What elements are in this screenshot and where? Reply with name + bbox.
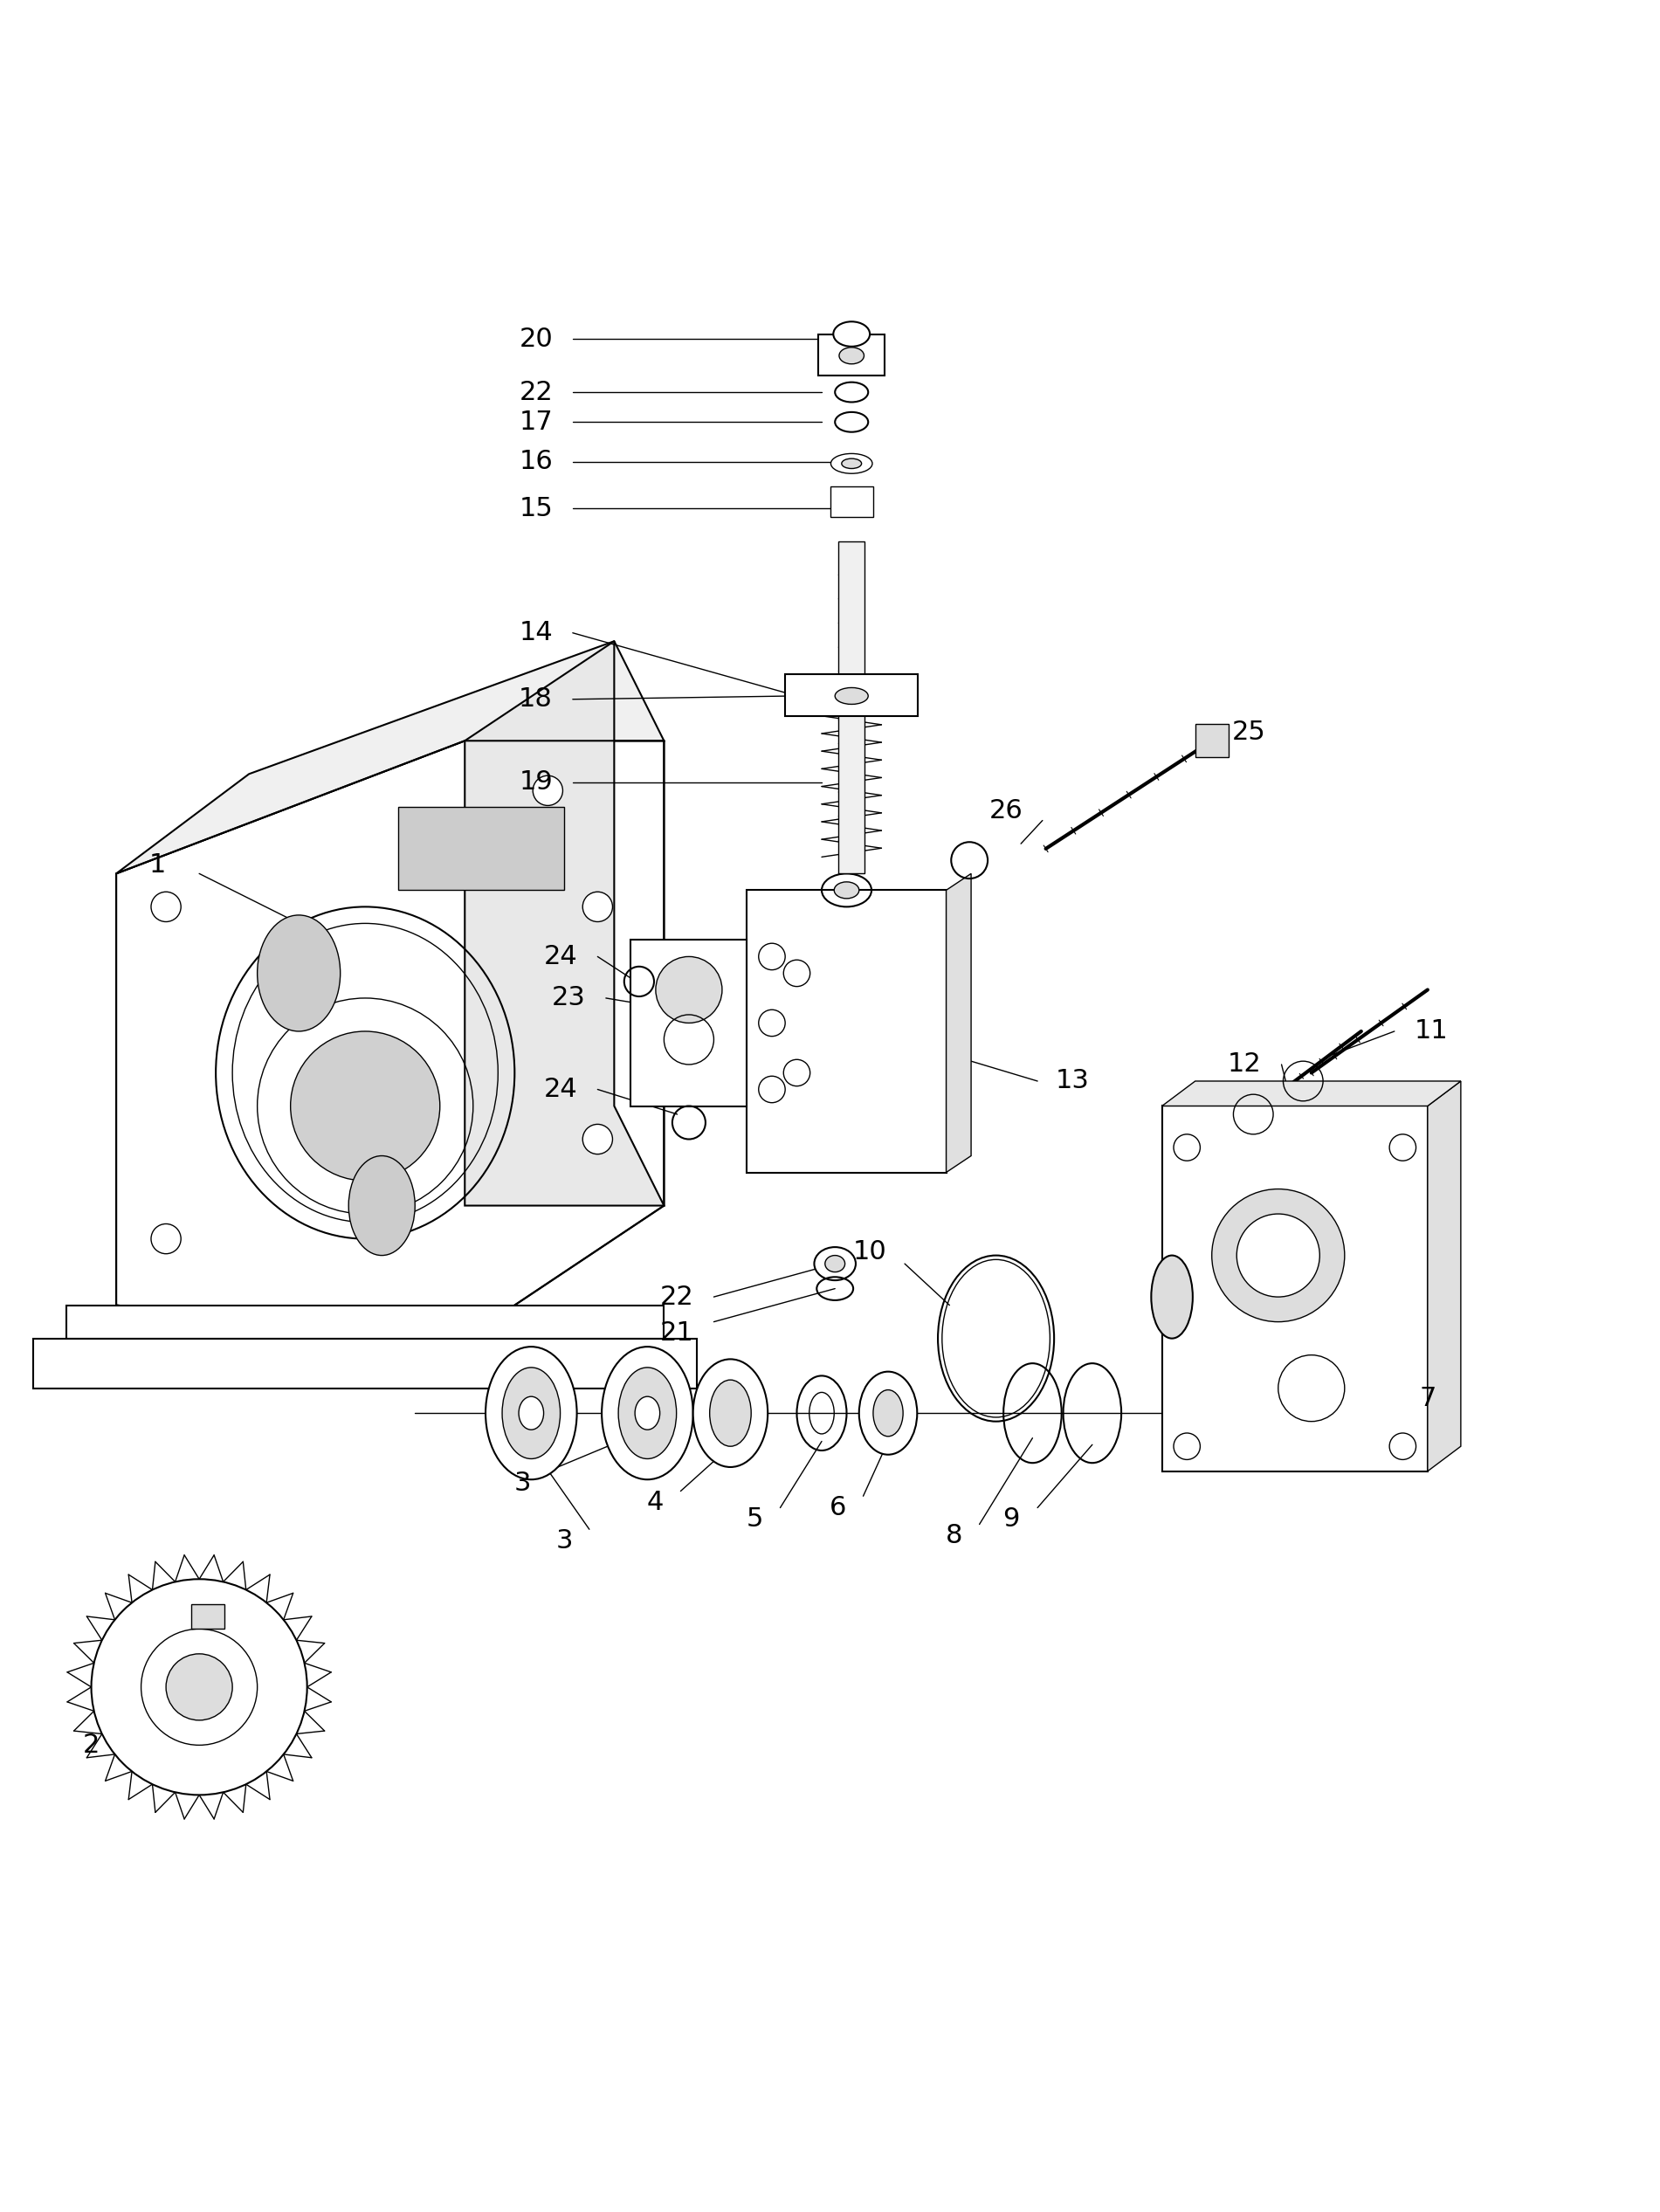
Circle shape bbox=[166, 1655, 232, 1721]
Circle shape bbox=[91, 1579, 307, 1794]
Text: 25: 25 bbox=[1232, 719, 1265, 745]
Text: 11: 11 bbox=[1414, 1020, 1448, 1044]
Ellipse shape bbox=[833, 883, 860, 898]
Polygon shape bbox=[66, 1305, 664, 1338]
Ellipse shape bbox=[710, 1380, 752, 1447]
Ellipse shape bbox=[601, 1347, 694, 1480]
Bar bbox=[830, 487, 873, 518]
Ellipse shape bbox=[825, 1256, 845, 1272]
Polygon shape bbox=[116, 641, 664, 874]
Ellipse shape bbox=[501, 1367, 561, 1458]
Polygon shape bbox=[946, 874, 971, 1172]
Text: 6: 6 bbox=[830, 1495, 847, 1520]
Text: 18: 18 bbox=[520, 686, 553, 712]
Text: 26: 26 bbox=[989, 799, 1023, 823]
Circle shape bbox=[1237, 1214, 1320, 1296]
Ellipse shape bbox=[1152, 1256, 1192, 1338]
Ellipse shape bbox=[618, 1367, 677, 1458]
Text: 15: 15 bbox=[520, 495, 553, 522]
Bar bbox=[1195, 723, 1228, 757]
Ellipse shape bbox=[518, 1396, 544, 1429]
Text: 23: 23 bbox=[553, 984, 586, 1011]
Ellipse shape bbox=[833, 321, 870, 347]
Text: 17: 17 bbox=[520, 409, 553, 436]
Bar bbox=[1162, 1106, 1428, 1471]
Bar bbox=[785, 675, 918, 717]
Text: 12: 12 bbox=[1228, 1053, 1262, 1077]
Ellipse shape bbox=[634, 1396, 661, 1429]
Text: 7: 7 bbox=[1419, 1385, 1436, 1411]
Text: 3: 3 bbox=[556, 1528, 573, 1553]
Polygon shape bbox=[465, 641, 664, 1206]
Bar bbox=[818, 334, 885, 376]
Circle shape bbox=[1389, 1135, 1416, 1161]
Text: 19: 19 bbox=[520, 770, 553, 794]
Text: 9: 9 bbox=[1003, 1506, 1019, 1533]
Ellipse shape bbox=[813, 1248, 857, 1281]
Ellipse shape bbox=[873, 1389, 903, 1436]
Text: 8: 8 bbox=[946, 1524, 963, 1548]
Text: 5: 5 bbox=[747, 1506, 764, 1533]
Circle shape bbox=[151, 891, 181, 922]
Ellipse shape bbox=[485, 1347, 578, 1480]
Polygon shape bbox=[1162, 1082, 1461, 1106]
Circle shape bbox=[1174, 1135, 1200, 1161]
Circle shape bbox=[656, 956, 722, 1022]
Polygon shape bbox=[1428, 1082, 1461, 1471]
Polygon shape bbox=[33, 1338, 697, 1389]
Ellipse shape bbox=[860, 1371, 916, 1455]
Text: 21: 21 bbox=[661, 1321, 694, 1347]
Bar bbox=[631, 940, 747, 1106]
Text: 14: 14 bbox=[520, 619, 553, 646]
Ellipse shape bbox=[838, 347, 863, 365]
Ellipse shape bbox=[349, 1157, 415, 1256]
Ellipse shape bbox=[257, 916, 340, 1031]
Bar bbox=[398, 807, 564, 889]
Circle shape bbox=[533, 776, 563, 805]
Text: 20: 20 bbox=[520, 327, 553, 352]
Ellipse shape bbox=[830, 453, 873, 473]
Text: 16: 16 bbox=[520, 449, 553, 476]
Circle shape bbox=[1389, 1433, 1416, 1460]
Text: 24: 24 bbox=[544, 945, 578, 969]
Circle shape bbox=[151, 1223, 181, 1254]
Circle shape bbox=[1174, 1433, 1200, 1460]
Text: 1: 1 bbox=[149, 852, 166, 878]
Ellipse shape bbox=[835, 688, 868, 703]
Ellipse shape bbox=[694, 1358, 767, 1467]
Text: 13: 13 bbox=[1056, 1068, 1089, 1093]
Ellipse shape bbox=[842, 458, 862, 469]
Circle shape bbox=[583, 891, 613, 922]
Circle shape bbox=[1212, 1190, 1345, 1323]
Text: 22: 22 bbox=[520, 380, 553, 405]
Text: 3: 3 bbox=[515, 1471, 531, 1495]
Circle shape bbox=[583, 1124, 613, 1155]
Circle shape bbox=[290, 1031, 440, 1181]
Text: 10: 10 bbox=[853, 1239, 886, 1265]
Text: 24: 24 bbox=[544, 1077, 578, 1102]
Text: 4: 4 bbox=[647, 1491, 664, 1515]
Bar bbox=[838, 542, 865, 874]
Polygon shape bbox=[116, 741, 664, 1338]
Text: 22: 22 bbox=[661, 1285, 694, 1310]
Bar bbox=[191, 1604, 224, 1628]
Bar bbox=[747, 889, 946, 1172]
Text: 2: 2 bbox=[83, 1732, 100, 1759]
